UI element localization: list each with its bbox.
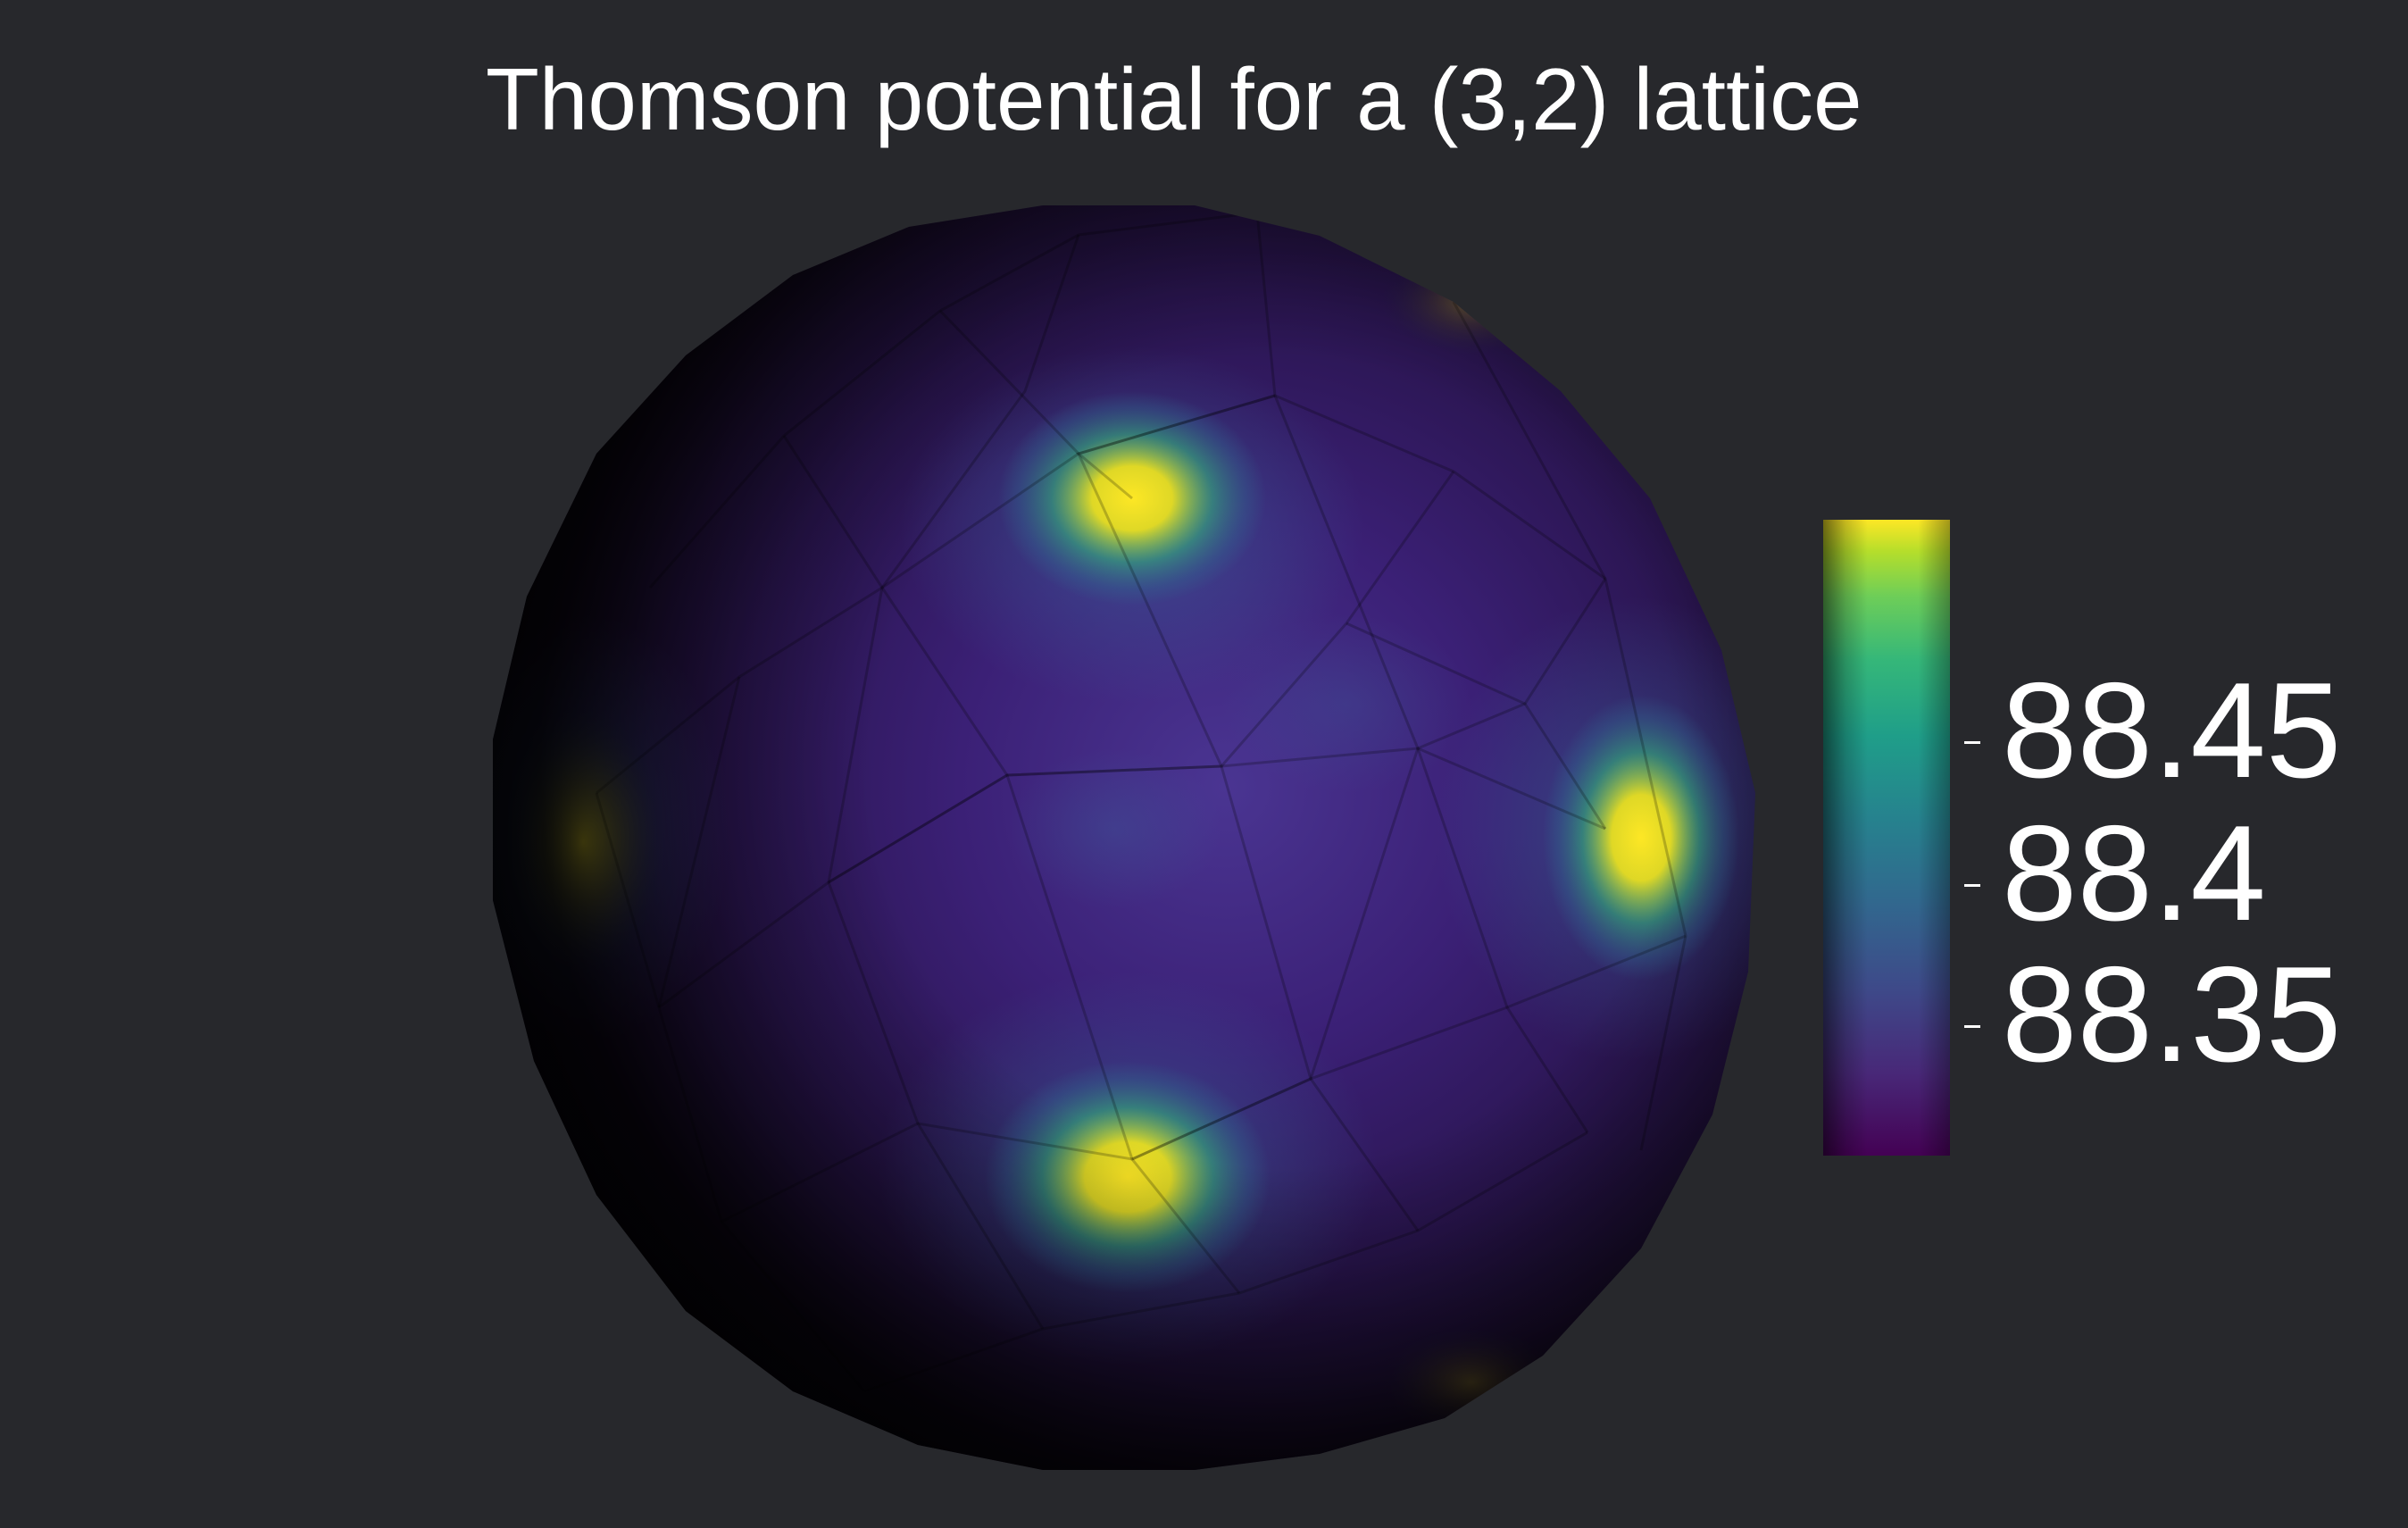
colorbar-tick-label: 88.45 (2002, 655, 2342, 806)
colorbar-tick-label: 88.35 (2002, 939, 2342, 1090)
colorbar-tick-mark (1964, 1025, 1980, 1028)
colorbar-tick-mark (1964, 884, 1980, 887)
thomson-sphere[interactable] (489, 204, 1757, 1472)
colorbar-gradient (1823, 520, 1950, 1156)
plot-title: Thomson potential for a (3,2) lattice (486, 50, 1862, 148)
colorbar-tick-label: 88.4 (2002, 797, 2266, 949)
colorbar-tick-mark (1964, 741, 1980, 744)
